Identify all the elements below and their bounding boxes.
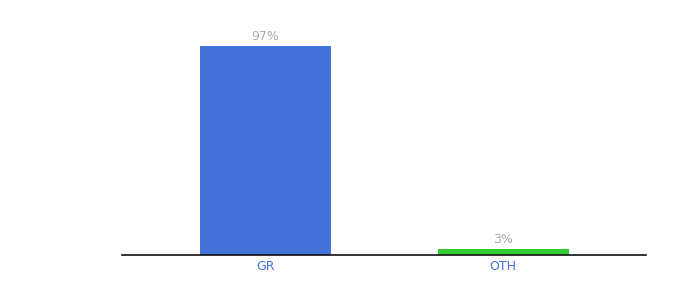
Text: 97%: 97%: [252, 30, 279, 44]
Text: 3%: 3%: [493, 233, 513, 246]
Bar: [200, 46, 330, 255]
Bar: [438, 248, 568, 255]
